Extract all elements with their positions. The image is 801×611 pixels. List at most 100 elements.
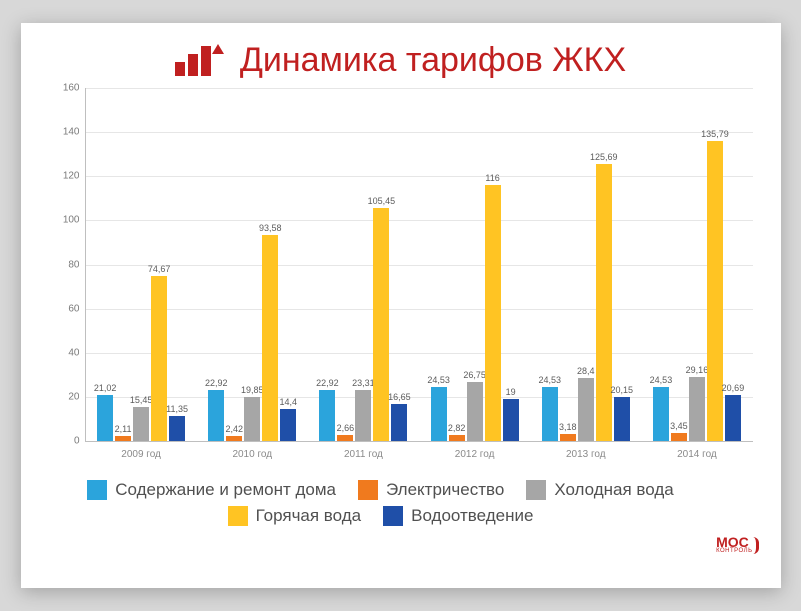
bar: 105,45 [373,208,389,441]
bar-value-label: 125,69 [590,152,618,162]
bar: 11,35 [169,416,185,441]
bar-value-label: 15,45 [130,395,153,405]
bar-value-label: 3,18 [559,422,577,432]
bar-value-label: 23,31 [352,378,375,388]
bar-value-label: 24,53 [650,375,673,385]
x-tick-label: 2011 год [308,441,419,460]
brand-logo: МОС КОНТРОЛЬ [716,537,758,554]
x-tick-label: 2012 год [419,441,530,460]
bar-value-label: 105,45 [368,196,396,206]
bar: 19,85 [244,397,260,441]
bar: 19 [503,399,519,441]
growth-bar-icon [175,46,226,76]
bar: 135,79 [707,141,723,441]
legend-item: Холодная вода [526,480,673,500]
y-tick-label: 40 [68,347,85,358]
legend-swatch [87,480,107,500]
legend-label: Горячая вода [256,506,362,526]
y-tick-label: 0 [74,436,86,447]
bar: 26,75 [467,382,483,441]
bar: 93,58 [262,235,278,441]
bar: 125,69 [596,164,612,441]
bar-value-label: 2,42 [225,424,243,434]
y-tick-label: 20 [68,391,85,402]
category-group: 24,533,4529,16135,7920,692014 год [641,88,752,441]
x-tick-label: 2014 год [641,441,752,460]
y-tick-label: 140 [63,127,86,138]
bar-value-label: 135,79 [701,129,729,139]
y-tick-label: 60 [68,303,85,314]
legend-label: Водоотведение [411,506,533,526]
y-tick-label: 80 [68,259,85,270]
bar-value-label: 93,58 [259,223,282,233]
bar-value-label: 2,82 [448,423,466,433]
x-tick-label: 2013 год [530,441,641,460]
bar-value-label: 20,69 [722,383,745,393]
bar-value-label: 22,92 [205,378,228,388]
legend-label: Содержание и ремонт дома [115,480,336,500]
legend-item: Водоотведение [383,506,533,526]
category-group: 22,922,6623,31105,4516,652011 год [308,88,419,441]
y-tick-label: 120 [63,171,86,182]
bar: 116 [485,185,501,441]
bar: 24,53 [542,387,558,441]
bar-value-label: 28,4 [577,366,595,376]
bar: 23,31 [355,390,371,441]
category-group: 22,922,4219,8593,5814,42010 год [197,88,308,441]
bar-value-label: 74,67 [148,264,171,274]
bar: 21,02 [97,395,113,441]
bar: 3,45 [671,433,687,441]
bar-value-label: 21,02 [94,383,117,393]
bar-value-label: 24,53 [427,375,450,385]
category-group: 24,533,1828,4125,6920,152013 год [530,88,641,441]
bar-value-label: 2,66 [337,423,355,433]
x-tick-label: 2009 год [86,441,197,460]
bar: 22,92 [208,390,224,441]
legend-swatch [383,506,403,526]
bar-value-label: 116 [485,173,499,183]
bar: 3,18 [560,434,576,441]
category-group: 24,532,8226,75116192012 год [419,88,530,441]
bar: 14,4 [280,409,296,441]
bar: 20,69 [725,395,741,441]
legend-item: Электричество [358,480,504,500]
x-tick-label: 2010 год [197,441,308,460]
bar: 24,53 [653,387,669,441]
legend-item: Содержание и ремонт дома [87,480,336,500]
y-tick-label: 160 [63,83,86,94]
title-row: Динамика тарифов ЖКХ [49,41,753,80]
legend-swatch [228,506,248,526]
bar: 28,4 [578,378,594,441]
bar: 20,15 [614,397,630,441]
bar-value-label: 3,45 [670,421,688,431]
bar-value-label: 2,11 [115,424,132,434]
bar-value-label: 11,35 [166,404,188,414]
legend-label: Холодная вода [554,480,673,500]
bar: 22,92 [319,390,335,441]
bar-value-label: 16,65 [388,392,411,402]
bar-value-label: 24,53 [539,375,562,385]
chart-panel: Динамика тарифов ЖКХ 0 20 40 60 80 100 120 140 1… [21,23,781,588]
bar-value-label: 20,15 [611,385,634,395]
legend-swatch [358,480,378,500]
legend-item: Горячая вода [228,506,362,526]
y-tick-label: 100 [63,215,86,226]
bar: 24,53 [431,387,447,441]
chart-title: Динамика тарифов ЖКХ [240,41,626,80]
bar-value-label: 29,16 [686,365,709,375]
chart-area: 02040608010012014016021,022,1115,4574,67… [49,88,753,468]
bar-value-label: 26,75 [463,370,486,380]
category-group: 21,022,1115,4574,6711,352009 год [86,88,197,441]
bar: 74,67 [151,276,167,441]
legend-label: Электричество [386,480,504,500]
bar-value-label: 14,4 [279,397,297,407]
legend-swatch [526,480,546,500]
legend: Содержание и ремонт дома Электричество Хол… [49,480,753,526]
bar-value-label: 22,92 [316,378,339,388]
bar-value-label: 19,85 [241,385,264,395]
bar: 16,65 [391,404,407,441]
bar: 29,16 [689,377,705,441]
bar-value-label: 19 [506,387,516,397]
logo-sub: КОНТРОЛЬ [716,549,752,554]
bar: 15,45 [133,407,149,441]
